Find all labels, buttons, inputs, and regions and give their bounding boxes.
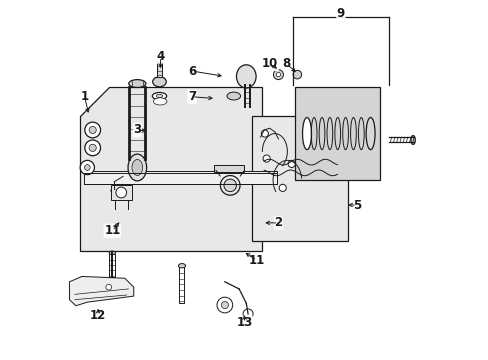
Ellipse shape — [156, 94, 163, 98]
Ellipse shape — [302, 117, 311, 150]
Text: 9: 9 — [336, 8, 345, 21]
Ellipse shape — [109, 251, 115, 255]
Ellipse shape — [152, 93, 166, 100]
Circle shape — [106, 284, 111, 290]
Bar — [83, 171, 276, 184]
Ellipse shape — [178, 264, 185, 268]
Text: 2: 2 — [274, 216, 282, 229]
Ellipse shape — [226, 92, 240, 100]
Ellipse shape — [128, 154, 146, 181]
Text: 6: 6 — [187, 64, 196, 77]
Ellipse shape — [152, 77, 166, 87]
Circle shape — [276, 72, 280, 77]
Circle shape — [292, 70, 301, 79]
Ellipse shape — [111, 189, 117, 193]
Circle shape — [263, 155, 270, 162]
Text: 3: 3 — [133, 123, 141, 136]
Circle shape — [287, 160, 295, 167]
Ellipse shape — [153, 98, 166, 105]
Text: 7: 7 — [187, 90, 196, 103]
Bar — [110, 185, 132, 200]
Ellipse shape — [224, 179, 236, 192]
Polygon shape — [80, 87, 262, 251]
Bar — [109, 254, 115, 277]
Ellipse shape — [366, 117, 374, 150]
Text: 11: 11 — [104, 224, 120, 237]
Bar — [214, 165, 244, 172]
Text: 1: 1 — [80, 90, 88, 103]
Circle shape — [279, 184, 285, 192]
Circle shape — [84, 140, 101, 156]
Circle shape — [261, 130, 268, 137]
Circle shape — [80, 160, 94, 175]
Ellipse shape — [128, 80, 145, 87]
Ellipse shape — [132, 159, 142, 176]
Circle shape — [89, 144, 96, 152]
Ellipse shape — [236, 65, 256, 88]
Bar — [179, 266, 184, 303]
Polygon shape — [251, 116, 347, 241]
Circle shape — [89, 126, 96, 134]
Text: 10: 10 — [262, 57, 278, 71]
Text: 4: 4 — [156, 50, 164, 63]
Bar — [157, 63, 162, 77]
Text: 11: 11 — [248, 254, 264, 267]
Circle shape — [243, 309, 253, 319]
Polygon shape — [69, 276, 134, 306]
Text: 5: 5 — [352, 198, 361, 212]
Text: 12: 12 — [90, 309, 106, 322]
Text: 13: 13 — [236, 316, 252, 329]
Circle shape — [84, 165, 90, 170]
Circle shape — [84, 122, 101, 138]
Circle shape — [217, 297, 232, 313]
Polygon shape — [294, 87, 380, 180]
Circle shape — [221, 301, 228, 309]
Circle shape — [116, 187, 126, 198]
Text: 8: 8 — [282, 57, 290, 71]
Ellipse shape — [410, 135, 414, 144]
Circle shape — [273, 69, 283, 80]
